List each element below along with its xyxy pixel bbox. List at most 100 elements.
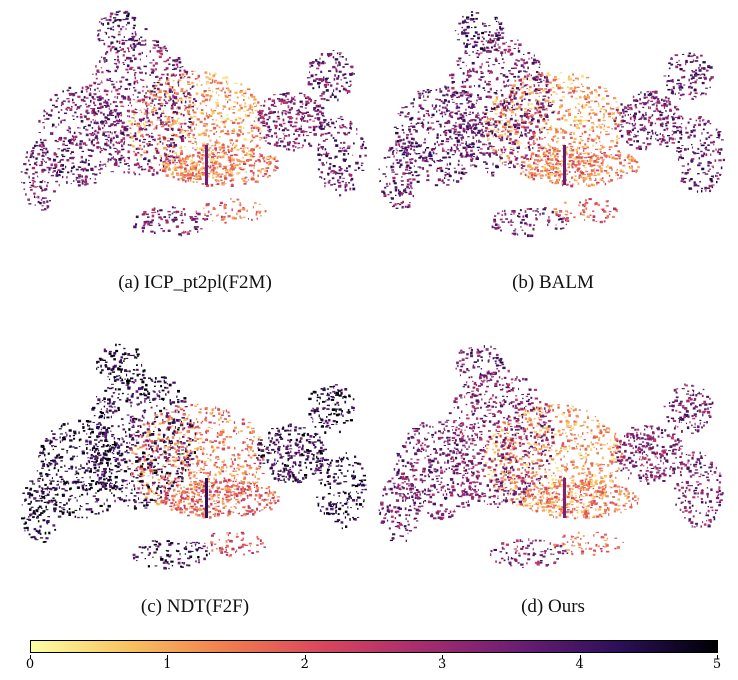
point-cloud-point <box>309 119 312 121</box>
point-cloud-point <box>267 125 271 129</box>
point-cloud-point <box>77 184 81 187</box>
point-cloud-point <box>379 180 381 182</box>
point-cloud-point <box>167 163 169 166</box>
point-cloud-point <box>470 155 473 158</box>
point-cloud-point <box>555 129 558 132</box>
point-cloud-point <box>178 173 180 176</box>
point-cloud-point <box>97 83 101 85</box>
point-cloud-point <box>80 90 83 93</box>
point-cloud-point <box>30 151 33 153</box>
point-cloud-point <box>195 92 199 95</box>
point-cloud-point <box>101 164 104 166</box>
point-cloud-point <box>489 119 491 121</box>
point-cloud-point <box>506 84 508 87</box>
point-cloud-point <box>415 153 418 155</box>
point-cloud-point <box>147 216 150 218</box>
point-cloud-point <box>238 129 241 132</box>
point-cloud-point <box>513 142 516 146</box>
point-cloud-point <box>257 158 261 162</box>
point-cloud-point <box>606 95 610 97</box>
point-cloud-point <box>320 135 323 137</box>
point-cloud-point <box>183 163 187 165</box>
point-cloud-point <box>480 122 483 124</box>
point-cloud-point <box>552 173 555 175</box>
point-cloud-point <box>216 152 218 156</box>
point-cloud-point <box>138 139 141 142</box>
point-cloud-point <box>133 16 137 19</box>
point-cloud-point <box>92 119 94 121</box>
point-cloud-point <box>477 112 479 114</box>
point-cloud-point <box>189 105 193 109</box>
point-cloud-point <box>517 39 519 41</box>
point-cloud-point <box>244 181 248 183</box>
point-cloud-point <box>297 142 300 145</box>
point-cloud-point <box>136 124 139 126</box>
point-cloud-point <box>172 59 176 62</box>
point-cloud-point <box>211 152 214 155</box>
point-cloud-point <box>607 126 609 128</box>
point-cloud-point <box>396 150 398 152</box>
point-cloud-point <box>575 77 579 80</box>
point-cloud-point <box>301 130 305 132</box>
point-cloud-point <box>104 99 107 103</box>
point-cloud-point <box>425 110 427 112</box>
point-cloud-point <box>246 147 248 149</box>
point-cloud-point <box>287 100 292 103</box>
point-cloud-point <box>116 112 119 114</box>
point-cloud-point <box>629 117 632 121</box>
point-cloud-point <box>67 100 71 103</box>
point-cloud-point <box>309 66 311 68</box>
point-cloud-point <box>267 156 270 158</box>
point-cloud-point <box>469 68 471 71</box>
point-cloud-point <box>191 70 194 72</box>
point-cloud-point <box>513 94 516 98</box>
point-cloud-point <box>597 118 601 122</box>
point-cloud-point <box>180 149 183 153</box>
point-cloud-point <box>455 91 459 95</box>
point-cloud-point <box>678 115 681 117</box>
point-cloud-point <box>162 46 166 48</box>
point-cloud-point <box>37 200 40 204</box>
point-cloud-point <box>472 69 475 72</box>
point-cloud-point <box>395 143 398 146</box>
point-cloud-point <box>196 172 198 174</box>
point-cloud-point <box>495 135 497 138</box>
point-cloud-point <box>94 178 96 181</box>
point-cloud-point <box>208 147 212 149</box>
point-cloud-point <box>109 113 112 116</box>
point-cloud-point <box>57 169 60 171</box>
point-cloud-point <box>146 114 148 118</box>
point-cloud-point <box>200 84 203 86</box>
point-cloud-point <box>398 159 402 161</box>
point-cloud-point <box>297 147 299 149</box>
point-cloud-point <box>619 113 621 116</box>
point-cloud-point <box>387 156 391 158</box>
point-cloud-point <box>68 127 71 130</box>
point-cloud-point <box>494 151 497 155</box>
point-cloud-point <box>499 73 503 75</box>
point-cloud-point <box>418 157 422 159</box>
point-cloud-point <box>533 76 537 78</box>
point-cloud-point <box>93 93 97 96</box>
point-cloud-point <box>436 133 439 137</box>
point-cloud-point <box>96 96 100 98</box>
point-cloud-point <box>238 125 242 128</box>
point-cloud-point <box>176 156 180 159</box>
point-cloud-point <box>512 164 515 167</box>
point-cloud-point <box>589 91 592 93</box>
point-cloud-point <box>112 143 115 147</box>
point-cloud-point <box>42 144 45 146</box>
point-cloud-point <box>349 122 353 125</box>
point-cloud-point <box>484 130 488 132</box>
point-cloud-point <box>85 88 88 91</box>
point-cloud-point <box>160 98 162 102</box>
point-cloud-point <box>123 105 125 108</box>
point-cloud-point <box>481 128 483 132</box>
point-cloud-point <box>121 26 125 28</box>
point-cloud-point <box>330 134 333 137</box>
point-cloud-point <box>142 86 145 88</box>
point-cloud-point <box>462 173 466 175</box>
point-cloud-point <box>630 131 632 134</box>
point-cloud-point <box>314 73 318 76</box>
point-cloud-point <box>508 126 511 128</box>
